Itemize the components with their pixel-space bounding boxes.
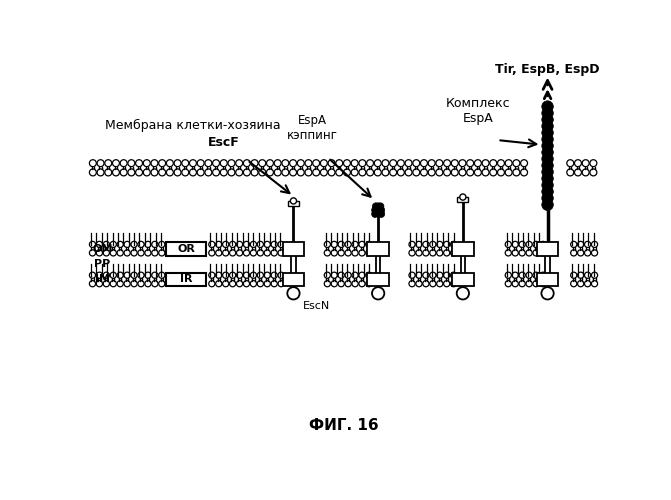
Bar <box>166 272 207 286</box>
Circle shape <box>541 287 554 300</box>
Circle shape <box>377 203 384 210</box>
Circle shape <box>372 206 378 214</box>
Circle shape <box>372 203 379 210</box>
Circle shape <box>541 108 554 119</box>
Circle shape <box>541 199 554 210</box>
Text: OM: OM <box>93 244 113 254</box>
Circle shape <box>291 198 297 204</box>
Circle shape <box>541 180 554 191</box>
Bar <box>537 272 558 286</box>
Bar <box>452 272 474 286</box>
Bar <box>368 272 389 286</box>
Circle shape <box>372 210 378 218</box>
Circle shape <box>541 127 554 138</box>
Text: EscF: EscF <box>208 136 240 148</box>
Bar <box>537 242 558 256</box>
Bar <box>166 242 207 256</box>
Text: ФИГ. 16: ФИГ. 16 <box>309 418 378 434</box>
Circle shape <box>541 146 554 158</box>
Text: PP: PP <box>95 259 111 269</box>
Bar <box>282 272 304 286</box>
Circle shape <box>378 210 384 218</box>
Bar <box>458 197 468 202</box>
Text: EspA
кэппинг: EspA кэппинг <box>287 114 338 142</box>
Circle shape <box>541 160 554 172</box>
Circle shape <box>541 140 554 151</box>
Circle shape <box>541 173 554 184</box>
Bar <box>282 242 304 256</box>
Circle shape <box>541 114 554 126</box>
Bar <box>368 242 389 256</box>
Text: Комплекс
EspA: Комплекс EspA <box>446 98 511 126</box>
Text: IM: IM <box>95 274 110 284</box>
Circle shape <box>287 287 300 300</box>
Text: Мембрана клетки-хозяина: Мембрана клетки-хозяина <box>105 119 280 132</box>
Circle shape <box>541 120 554 132</box>
Circle shape <box>541 166 554 178</box>
Text: OR: OR <box>178 244 195 254</box>
Circle shape <box>457 287 469 300</box>
Circle shape <box>541 153 554 164</box>
Circle shape <box>541 186 554 198</box>
Circle shape <box>541 134 554 145</box>
Circle shape <box>372 287 384 300</box>
Circle shape <box>374 206 382 214</box>
Text: IR: IR <box>180 274 193 284</box>
Bar <box>452 242 474 256</box>
Circle shape <box>541 101 554 112</box>
Text: Tir, EspB, EspD: Tir, EspB, EspD <box>495 63 600 76</box>
Circle shape <box>460 194 466 200</box>
Circle shape <box>378 206 384 214</box>
Circle shape <box>541 192 554 204</box>
Bar <box>288 201 299 206</box>
Text: EscN: EscN <box>303 301 330 311</box>
Circle shape <box>374 203 382 210</box>
